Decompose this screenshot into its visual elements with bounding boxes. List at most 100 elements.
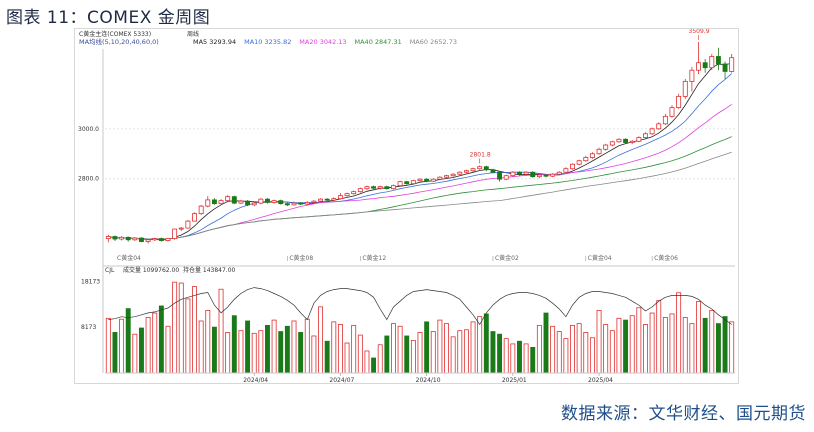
volume-bar-26 <box>278 331 284 374</box>
volume-bar-7 <box>152 312 158 374</box>
candle-83 <box>656 122 662 130</box>
candle-27 <box>284 202 290 207</box>
up-candle-body <box>225 196 231 202</box>
volume-bar-49 <box>430 331 436 374</box>
volume-bar-4 <box>132 333 138 374</box>
up-candle-body <box>444 175 449 178</box>
figure-title: 图表 11：COMEX 金周图 <box>6 8 211 28</box>
volume-axis: 18173 8173 <box>81 278 100 331</box>
volume-bar-52 <box>450 336 456 374</box>
price-grid <box>105 128 735 180</box>
candle-32 <box>318 198 323 203</box>
candle-68 <box>556 171 562 176</box>
candle-49 <box>430 178 436 183</box>
period-label: 周线 <box>187 30 199 38</box>
volume-bar-44 <box>397 325 403 374</box>
up-candle-body <box>576 160 582 165</box>
volume-bar-34 <box>331 321 337 374</box>
down-candle-body <box>245 200 251 206</box>
up-candle-body <box>185 220 191 229</box>
candle-1 <box>112 235 118 242</box>
up-candle-body <box>536 174 542 178</box>
candle-76 <box>609 140 615 147</box>
down-candle-body <box>623 138 629 143</box>
volume-bar-18 <box>225 332 231 374</box>
volume-bar-36 <box>344 342 350 374</box>
volume-bar-60 <box>503 338 509 374</box>
up-candle-body <box>165 238 171 241</box>
candle-87 <box>682 78 688 99</box>
candle-38 <box>357 187 363 193</box>
time-tick-label-2: 2024/10 <box>416 377 441 384</box>
volume-bar-10 <box>172 281 178 374</box>
contract-mark-label-4: C黄金06 <box>654 254 678 262</box>
candle-45 <box>404 180 410 185</box>
candle-72 <box>583 155 589 162</box>
up-candle-body <box>344 193 350 197</box>
up-candle-body <box>192 213 197 222</box>
candle-24 <box>265 198 270 204</box>
candle-18 <box>225 195 231 203</box>
volume-bar-24 <box>265 324 270 374</box>
up-candle-body <box>430 178 436 182</box>
candlestick-series <box>105 42 735 244</box>
down-candle-body <box>211 199 217 205</box>
contract-mark-label-2: C黄金02 <box>495 254 519 262</box>
contract-mark-first: C黄金04 <box>117 254 141 262</box>
candle-75 <box>603 143 609 151</box>
up-candle-body <box>364 186 370 190</box>
up-candle-body <box>132 237 138 241</box>
volume-bar-6 <box>145 317 151 374</box>
time-tick-label-0: 2024/04 <box>243 377 268 384</box>
down-candle-body <box>384 186 390 190</box>
up-candle-body <box>437 176 443 180</box>
volume-bar-9 <box>165 325 171 374</box>
up-candle-body <box>337 195 343 200</box>
volume-tick-label-0: 18173 <box>81 278 100 285</box>
candle-37 <box>351 190 357 195</box>
volume-bar-21 <box>245 320 251 374</box>
contract-mark-label-3: C黄金04 <box>588 254 612 262</box>
weekly-candlestick-chart[interactable]: C黄金主连(COMEX 5333) 周线 MA均线(5,10,20,40,60,… <box>75 29 740 385</box>
volume-bar-85 <box>669 313 675 374</box>
contract-label: C黄金主连(COMEX 5333) <box>79 30 151 38</box>
volume-bar-16 <box>211 326 217 374</box>
volume-bar-86 <box>676 292 682 374</box>
candle-56 <box>477 165 483 170</box>
volume-bar-3 <box>125 308 131 374</box>
candle-63 <box>523 171 529 176</box>
candle-14 <box>198 204 204 215</box>
volume-bar-74 <box>596 309 602 374</box>
ma10-line <box>108 73 732 240</box>
volume-bar-65 <box>536 324 542 374</box>
up-candle-body <box>583 157 589 162</box>
ma40-line <box>108 136 732 240</box>
down-candle-body <box>517 171 522 175</box>
volume-bar-42 <box>384 335 390 374</box>
price-annotations: 2801.8 3509.9 <box>470 29 710 164</box>
volume-bar-68 <box>556 331 562 374</box>
ma60-line <box>108 151 732 240</box>
volume-bar-90 <box>702 317 708 374</box>
up-candle-body <box>271 200 277 203</box>
up-candle-body <box>556 171 562 175</box>
down-candle-body <box>125 236 131 241</box>
price-tick-label-1: 3000.0 <box>78 126 99 133</box>
up-candle-body <box>450 173 456 177</box>
candle-81 <box>643 132 648 139</box>
candle-5 <box>139 237 144 243</box>
up-candle-body <box>550 173 556 177</box>
up-candle-body <box>503 175 509 180</box>
candle-57 <box>483 165 489 172</box>
down-candle-body <box>371 186 377 189</box>
volume-bar-54 <box>463 329 469 374</box>
volume-bar-12 <box>185 298 191 374</box>
candle-15 <box>205 196 211 208</box>
down-candle-body <box>284 203 290 206</box>
volume-bar-50 <box>437 319 443 374</box>
volume-bar-22 <box>251 332 257 374</box>
up-candle-body <box>629 140 635 143</box>
up-candle-body <box>696 62 701 71</box>
candle-65 <box>536 173 542 179</box>
volume-bar-77 <box>616 317 622 374</box>
